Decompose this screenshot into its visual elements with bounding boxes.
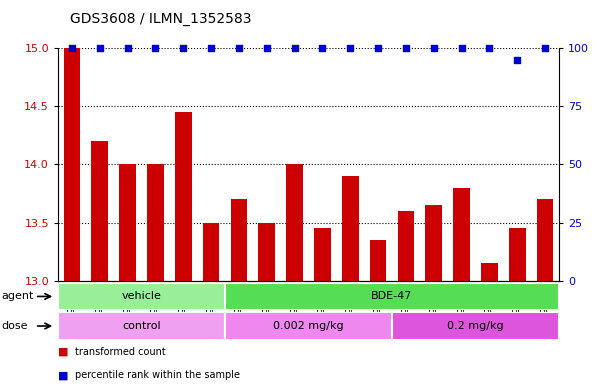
Point (485, 45, 494, 51)
Point (123, 45, 133, 51)
Bar (370, 240, 387, 281)
Point (457, 45, 467, 51)
Bar (509, 228, 525, 281)
Bar (225, 312, 392, 340)
Point (150, 45, 160, 51)
Point (95, 45, 104, 51)
Bar (425, 205, 442, 281)
Bar (258, 222, 275, 281)
Bar (230, 199, 247, 281)
Point (67, 45, 77, 51)
Text: 0.002 mg/kg: 0.002 mg/kg (273, 321, 344, 331)
Point (178, 45, 188, 51)
Bar (537, 199, 554, 281)
Text: 0.2 mg/kg: 0.2 mg/kg (447, 321, 504, 331)
Bar (58, 312, 225, 340)
Bar (119, 164, 136, 281)
Bar (481, 263, 498, 281)
Bar (287, 164, 303, 281)
Text: BDE-47: BDE-47 (371, 291, 413, 301)
Bar (64, 48, 80, 281)
Bar (398, 211, 414, 281)
Point (318, 45, 327, 51)
Point (345, 45, 355, 51)
Bar (342, 176, 359, 281)
Point (262, 45, 272, 51)
Point (513, 56, 522, 63)
Bar (314, 228, 331, 281)
Bar (225, 283, 559, 310)
Bar (453, 188, 470, 281)
Bar (175, 112, 192, 281)
Point (373, 45, 383, 51)
Text: agent: agent (1, 291, 34, 301)
Point (290, 45, 299, 51)
Text: vehicle: vehicle (122, 291, 161, 301)
Text: transformed count: transformed count (75, 347, 166, 357)
Text: percentile rank within the sample: percentile rank within the sample (75, 370, 240, 380)
Text: GDS3608 / ILMN_1352583: GDS3608 / ILMN_1352583 (70, 12, 252, 25)
Bar (58, 283, 225, 310)
Point (234, 45, 244, 51)
Bar (392, 312, 559, 340)
Bar (92, 141, 108, 281)
Point (429, 45, 439, 51)
Text: dose: dose (1, 321, 27, 331)
Point (401, 45, 411, 51)
Text: ■: ■ (58, 347, 68, 357)
Bar (147, 164, 164, 281)
Point (207, 45, 216, 51)
Text: ■: ■ (58, 370, 68, 380)
Bar (203, 222, 219, 281)
Text: control: control (122, 321, 161, 331)
Point (540, 45, 550, 51)
